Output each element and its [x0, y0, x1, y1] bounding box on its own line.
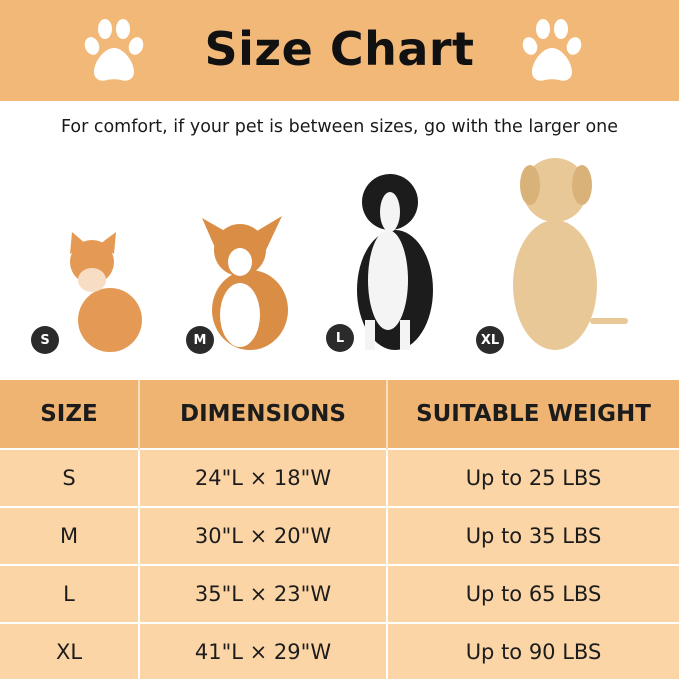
weight-cell: Up to 35 LBS: [387, 506, 679, 566]
column-header-size: SIZE: [0, 380, 140, 449]
size-badge-xl: XL: [476, 326, 504, 354]
weight-cell: Up to 25 LBS: [387, 447, 679, 508]
column-header-weight: SUITABLE WEIGHT: [387, 380, 679, 449]
column-header-dimensions: DIMENSIONS: [139, 380, 388, 449]
table-row: S 24"L × 18"W Up to 25 LBS: [0, 447, 679, 508]
border-collie-image: [357, 174, 433, 350]
weight-cell: Up to 65 LBS: [387, 564, 679, 624]
size-cell: S: [0, 447, 140, 508]
labrador-image: [513, 158, 628, 350]
dimensions-cell: 24"L × 18"W: [139, 447, 388, 508]
table-header-row: SIZE DIMENSIONS SUITABLE WEIGHT: [0, 380, 679, 449]
dimensions-cell: 30"L × 20"W: [139, 506, 388, 566]
dimensions-cell: 35"L × 23"W: [139, 564, 388, 624]
size-badge-l: L: [326, 324, 354, 352]
table-row: XL 41"L × 29"W Up to 90 LBS: [0, 622, 679, 679]
title-banner: Size Chart: [0, 0, 679, 101]
page-title: Size Chart: [204, 22, 475, 76]
sizing-advice: For comfort, if your pet is between size…: [60, 117, 619, 137]
size-cell: XL: [0, 622, 140, 679]
size-cell: L: [0, 564, 140, 624]
paw-print-icon: [84, 19, 144, 81]
dimensions-cell: 41"L × 29"W: [139, 622, 388, 679]
size-badge-m: M: [186, 326, 214, 354]
corgi-image: [202, 216, 288, 350]
size-table: SIZE DIMENSIONS SUITABLE WEIGHT S 24"L ×…: [0, 380, 679, 679]
size-cell: M: [0, 506, 140, 566]
table-row: M 30"L × 20"W Up to 35 LBS: [0, 506, 679, 566]
paw-print-icon: [522, 19, 582, 81]
weight-cell: Up to 90 LBS: [387, 622, 679, 679]
table-row: L 35"L × 23"W Up to 65 LBS: [0, 564, 679, 624]
kitten-image: [70, 232, 142, 352]
pet-illustrations: S M L XL: [0, 150, 679, 378]
size-badge-s: S: [31, 326, 59, 354]
